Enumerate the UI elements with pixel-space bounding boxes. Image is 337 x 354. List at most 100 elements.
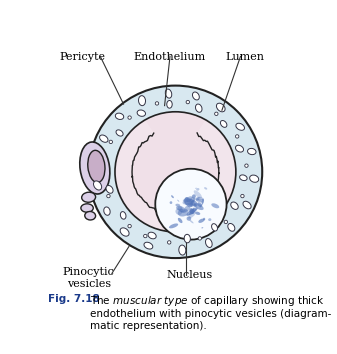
Circle shape bbox=[115, 112, 236, 232]
Ellipse shape bbox=[216, 103, 225, 112]
Circle shape bbox=[241, 194, 244, 198]
Ellipse shape bbox=[198, 199, 203, 201]
Ellipse shape bbox=[189, 209, 196, 215]
Ellipse shape bbox=[120, 212, 126, 219]
Circle shape bbox=[198, 237, 202, 240]
Ellipse shape bbox=[176, 206, 182, 210]
Ellipse shape bbox=[231, 202, 238, 210]
Ellipse shape bbox=[212, 224, 217, 231]
Ellipse shape bbox=[186, 196, 192, 202]
Ellipse shape bbox=[189, 197, 195, 204]
Text: Pericyte: Pericyte bbox=[59, 52, 105, 62]
Ellipse shape bbox=[176, 204, 180, 207]
Ellipse shape bbox=[106, 185, 113, 193]
Ellipse shape bbox=[185, 203, 194, 205]
Text: Fig. 7.18: Fig. 7.18 bbox=[48, 293, 100, 303]
Ellipse shape bbox=[169, 223, 178, 228]
Ellipse shape bbox=[179, 245, 186, 255]
Ellipse shape bbox=[191, 200, 197, 207]
Ellipse shape bbox=[195, 188, 197, 189]
Polygon shape bbox=[117, 121, 234, 230]
Ellipse shape bbox=[194, 203, 204, 210]
Ellipse shape bbox=[137, 110, 146, 116]
Circle shape bbox=[215, 112, 218, 115]
Text: Pinocytic
vesicles: Pinocytic vesicles bbox=[63, 267, 115, 289]
Ellipse shape bbox=[184, 234, 190, 243]
Ellipse shape bbox=[189, 208, 194, 214]
Ellipse shape bbox=[104, 207, 110, 215]
Circle shape bbox=[155, 102, 159, 105]
Ellipse shape bbox=[93, 181, 102, 190]
Ellipse shape bbox=[115, 113, 124, 119]
Ellipse shape bbox=[80, 142, 110, 194]
Ellipse shape bbox=[148, 232, 156, 239]
Text: Endothelium: Endothelium bbox=[134, 52, 206, 62]
Ellipse shape bbox=[139, 96, 146, 105]
Ellipse shape bbox=[179, 208, 183, 212]
Circle shape bbox=[89, 86, 262, 258]
Ellipse shape bbox=[176, 209, 182, 215]
Ellipse shape bbox=[195, 104, 202, 112]
Ellipse shape bbox=[196, 197, 200, 201]
Ellipse shape bbox=[177, 200, 179, 202]
Ellipse shape bbox=[184, 197, 188, 204]
Ellipse shape bbox=[192, 92, 199, 100]
Ellipse shape bbox=[243, 201, 251, 209]
Ellipse shape bbox=[194, 190, 202, 198]
Ellipse shape bbox=[191, 203, 193, 206]
Ellipse shape bbox=[206, 239, 212, 247]
Ellipse shape bbox=[183, 199, 194, 202]
Ellipse shape bbox=[211, 203, 219, 208]
Ellipse shape bbox=[248, 148, 256, 155]
Ellipse shape bbox=[88, 150, 105, 183]
Ellipse shape bbox=[236, 145, 244, 152]
Ellipse shape bbox=[189, 209, 195, 214]
Ellipse shape bbox=[171, 195, 174, 198]
Ellipse shape bbox=[228, 223, 235, 231]
Ellipse shape bbox=[204, 187, 207, 190]
Ellipse shape bbox=[81, 204, 93, 212]
Ellipse shape bbox=[236, 123, 245, 130]
Ellipse shape bbox=[177, 206, 185, 212]
Ellipse shape bbox=[195, 212, 200, 215]
Ellipse shape bbox=[191, 198, 195, 204]
Ellipse shape bbox=[250, 175, 259, 182]
Ellipse shape bbox=[184, 197, 192, 207]
Ellipse shape bbox=[167, 101, 172, 108]
Ellipse shape bbox=[208, 218, 211, 221]
Ellipse shape bbox=[120, 228, 129, 236]
Circle shape bbox=[236, 135, 239, 138]
Ellipse shape bbox=[170, 201, 172, 204]
Circle shape bbox=[245, 164, 248, 167]
Ellipse shape bbox=[99, 135, 108, 142]
Ellipse shape bbox=[240, 175, 247, 181]
Ellipse shape bbox=[144, 242, 153, 249]
Circle shape bbox=[224, 220, 227, 224]
Ellipse shape bbox=[203, 218, 205, 221]
Ellipse shape bbox=[196, 188, 200, 191]
Ellipse shape bbox=[194, 204, 196, 206]
Text: Lumen: Lumen bbox=[226, 52, 265, 62]
Circle shape bbox=[155, 169, 226, 240]
Ellipse shape bbox=[195, 198, 203, 203]
Ellipse shape bbox=[192, 207, 194, 212]
Circle shape bbox=[128, 116, 131, 119]
Ellipse shape bbox=[198, 219, 205, 223]
Ellipse shape bbox=[202, 199, 204, 204]
Circle shape bbox=[144, 234, 147, 238]
Ellipse shape bbox=[178, 218, 183, 223]
Ellipse shape bbox=[195, 197, 204, 202]
Circle shape bbox=[186, 101, 189, 104]
Ellipse shape bbox=[189, 220, 193, 223]
Circle shape bbox=[109, 140, 113, 144]
Ellipse shape bbox=[202, 227, 203, 228]
Ellipse shape bbox=[183, 201, 186, 204]
Ellipse shape bbox=[185, 206, 190, 211]
Text: Nucleus: Nucleus bbox=[166, 270, 213, 280]
Ellipse shape bbox=[187, 216, 191, 221]
Ellipse shape bbox=[190, 202, 192, 206]
Ellipse shape bbox=[187, 199, 195, 207]
Ellipse shape bbox=[220, 120, 227, 127]
Ellipse shape bbox=[185, 214, 190, 216]
Circle shape bbox=[167, 241, 171, 244]
